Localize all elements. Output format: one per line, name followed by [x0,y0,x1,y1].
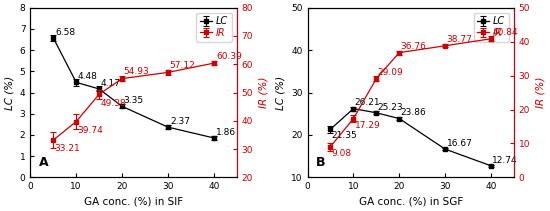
Text: 6.58: 6.58 [56,28,76,37]
Legend: LC, IR: LC, IR [474,12,509,42]
Y-axis label: IR (%): IR (%) [258,77,268,108]
Y-axis label: LC (%): LC (%) [4,76,14,110]
Text: 23.86: 23.86 [400,108,426,117]
Text: 60.39: 60.39 [216,52,242,61]
Y-axis label: IR (%): IR (%) [536,77,546,108]
Text: 40.84: 40.84 [492,28,518,37]
Text: 54.93: 54.93 [123,67,149,76]
Text: 4.48: 4.48 [78,72,97,81]
Text: 26.21: 26.21 [355,98,381,107]
X-axis label: GA conc. (%) in SGF: GA conc. (%) in SGF [359,197,463,207]
Text: 21.35: 21.35 [332,131,358,140]
Text: 38.77: 38.77 [447,35,472,44]
Text: 57.12: 57.12 [169,61,195,70]
Text: 17.29: 17.29 [355,122,381,130]
Y-axis label: LC (%): LC (%) [276,76,285,110]
Text: 12.74: 12.74 [492,156,518,165]
Text: A: A [39,156,48,169]
Text: 25.23: 25.23 [378,103,403,111]
Text: 9.08: 9.08 [332,149,352,158]
Text: 29.09: 29.09 [378,68,404,77]
X-axis label: GA conc. (%) in SIF: GA conc. (%) in SIF [84,197,183,207]
Text: 2.37: 2.37 [170,117,190,126]
Text: 1.86: 1.86 [216,128,236,137]
Text: 36.76: 36.76 [400,42,426,51]
Text: 33.21: 33.21 [54,144,80,153]
Legend: LC, IR: LC, IR [196,12,232,42]
Text: 49.38: 49.38 [101,99,126,108]
Text: 3.35: 3.35 [123,96,144,105]
Text: 4.17: 4.17 [101,79,120,88]
Text: B: B [316,156,325,169]
Text: 16.67: 16.67 [447,139,472,148]
Text: 39.74: 39.74 [78,126,103,135]
